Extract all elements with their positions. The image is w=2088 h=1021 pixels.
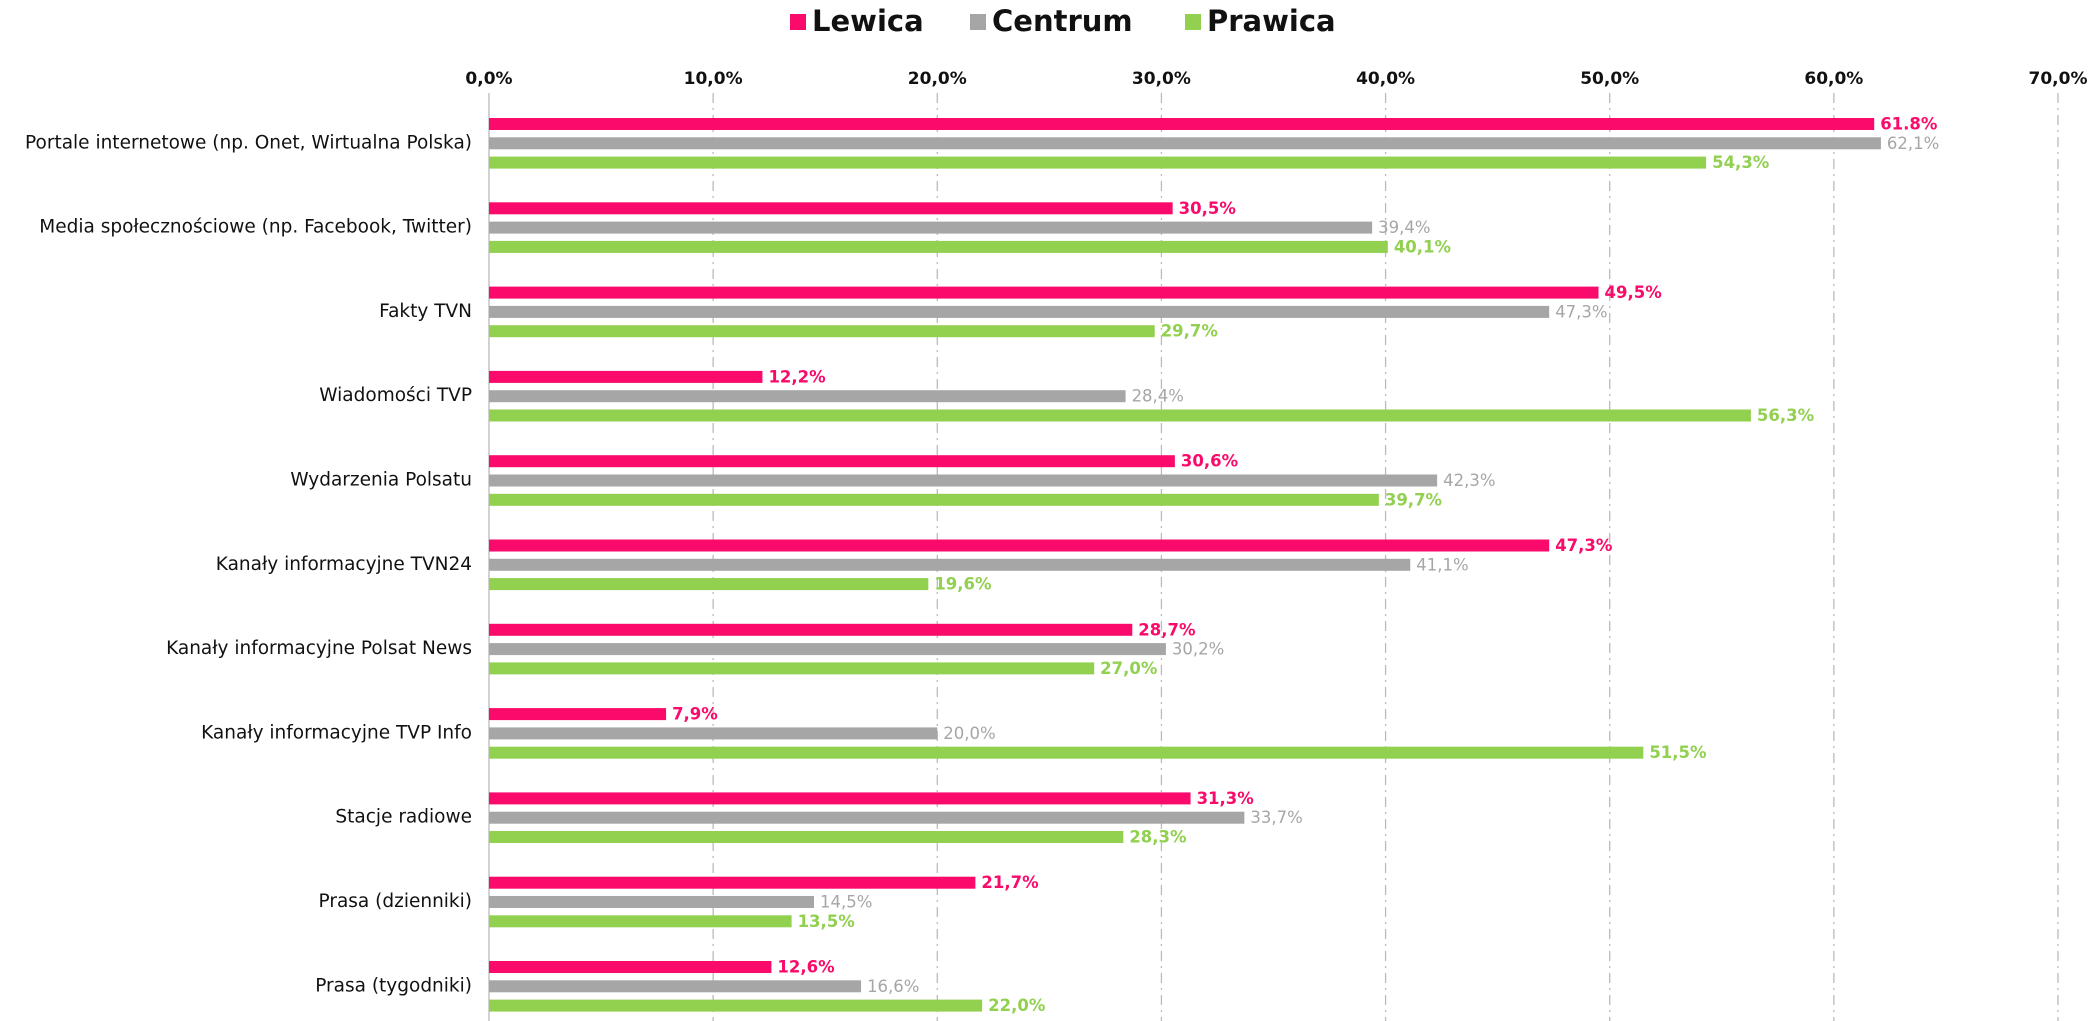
bar xyxy=(489,662,1095,675)
category-label: Prasa (tygodniki) xyxy=(315,975,472,996)
value-label: 33,7% xyxy=(1250,808,1302,827)
bar xyxy=(489,156,1707,169)
legend-swatch xyxy=(970,14,986,30)
value-label: 41,1% xyxy=(1416,555,1468,574)
value-label: 49,5% xyxy=(1605,283,1663,302)
category-label: Fakty TVN xyxy=(379,301,472,322)
value-label: 47,3% xyxy=(1555,536,1613,555)
bar xyxy=(489,643,1166,656)
bar xyxy=(489,202,1173,215)
value-label: 40,1% xyxy=(1394,237,1452,256)
bar xyxy=(489,623,1133,636)
value-label: 31,3% xyxy=(1197,789,1255,808)
category-label: Kanały informacyjne TVP Info xyxy=(201,722,472,743)
x-tick-label: 50,0% xyxy=(1580,69,1639,89)
x-tick-label: 70,0% xyxy=(2029,69,2088,89)
value-label: 28,3% xyxy=(1129,828,1187,847)
category-label: Kanały informacyjne Polsat News xyxy=(166,638,472,659)
bar xyxy=(489,286,1599,299)
value-label: 42,3% xyxy=(1443,471,1495,490)
bar xyxy=(489,961,772,973)
legend-swatch xyxy=(790,14,806,30)
bar xyxy=(489,746,1644,759)
legend-label: Lewica xyxy=(812,4,924,38)
legend-swatch xyxy=(1185,14,1201,30)
bar xyxy=(489,999,983,1012)
value-label: 20,0% xyxy=(943,724,995,743)
bar xyxy=(489,305,1550,318)
bar xyxy=(489,896,815,908)
value-label: 21,7% xyxy=(981,873,1039,892)
bar xyxy=(489,980,862,993)
category-label: Media społecznościowe (np. Facebook, Twi… xyxy=(39,217,472,238)
bar xyxy=(489,221,1373,234)
bar xyxy=(489,137,1881,150)
bar xyxy=(489,708,667,721)
x-tick-label: 30,0% xyxy=(1132,69,1191,89)
category-label: Stacje radiowe xyxy=(335,807,472,828)
bar xyxy=(489,474,1438,487)
bar xyxy=(489,240,1388,253)
category-label: Wydarzenia Polsatu xyxy=(290,470,472,491)
value-label: 61.8% xyxy=(1880,115,1938,134)
value-label: 22,0% xyxy=(988,996,1046,1015)
x-tick-label: 60,0% xyxy=(1804,69,1863,89)
category-label: Kanały informacyjne TVN24 xyxy=(216,554,472,575)
bar xyxy=(489,409,1751,422)
value-label: 19,6% xyxy=(934,575,992,594)
value-label: 47,3% xyxy=(1555,302,1607,321)
value-label: 39,4% xyxy=(1378,218,1430,237)
value-label: 51,5% xyxy=(1649,743,1707,762)
value-label: 30,5% xyxy=(1179,199,1237,218)
x-tick-label: 40,0% xyxy=(1356,69,1415,89)
bar xyxy=(489,831,1124,843)
bar xyxy=(489,390,1126,403)
value-label: 28,7% xyxy=(1138,620,1196,639)
value-label: 7,9% xyxy=(672,705,718,724)
value-label: 12,2% xyxy=(768,367,826,386)
value-label: 13,5% xyxy=(798,912,856,931)
bar xyxy=(489,370,763,383)
bar xyxy=(489,915,792,928)
value-label: 12,6% xyxy=(777,958,835,977)
value-label: 39,7% xyxy=(1385,490,1443,509)
bar xyxy=(489,493,1379,506)
value-label: 30,2% xyxy=(1172,640,1224,659)
value-label: 14,5% xyxy=(820,893,872,912)
bar xyxy=(489,578,929,591)
bar xyxy=(489,792,1191,805)
category-label: Prasa (dzienniki) xyxy=(319,891,472,912)
value-label: 29,7% xyxy=(1161,322,1219,341)
value-label: 30,6% xyxy=(1181,452,1239,471)
x-tick-label: 0,0% xyxy=(465,69,512,89)
legend-label: Prawica xyxy=(1207,4,1336,38)
legend-label: Centrum xyxy=(992,4,1133,38)
x-tick-label: 20,0% xyxy=(908,69,967,89)
value-label: 16,6% xyxy=(867,977,919,996)
value-label: 27,0% xyxy=(1100,659,1158,678)
value-label: 56,3% xyxy=(1757,406,1815,425)
bar xyxy=(489,118,1875,130)
bar xyxy=(489,876,976,889)
bar xyxy=(489,727,938,740)
bar xyxy=(489,325,1155,338)
bar xyxy=(489,811,1245,824)
x-tick-label: 10,0% xyxy=(684,69,743,89)
category-label: Portale internetowe (np. Onet, Wirtualna… xyxy=(25,132,472,153)
bar xyxy=(489,455,1175,468)
value-label: 28,4% xyxy=(1132,387,1184,406)
category-label: Wiadomości TVP xyxy=(319,385,472,406)
value-label: 62,1% xyxy=(1887,134,1939,153)
bar xyxy=(489,558,1411,571)
value-label: 54,3% xyxy=(1712,153,1770,172)
bar xyxy=(489,539,1550,552)
